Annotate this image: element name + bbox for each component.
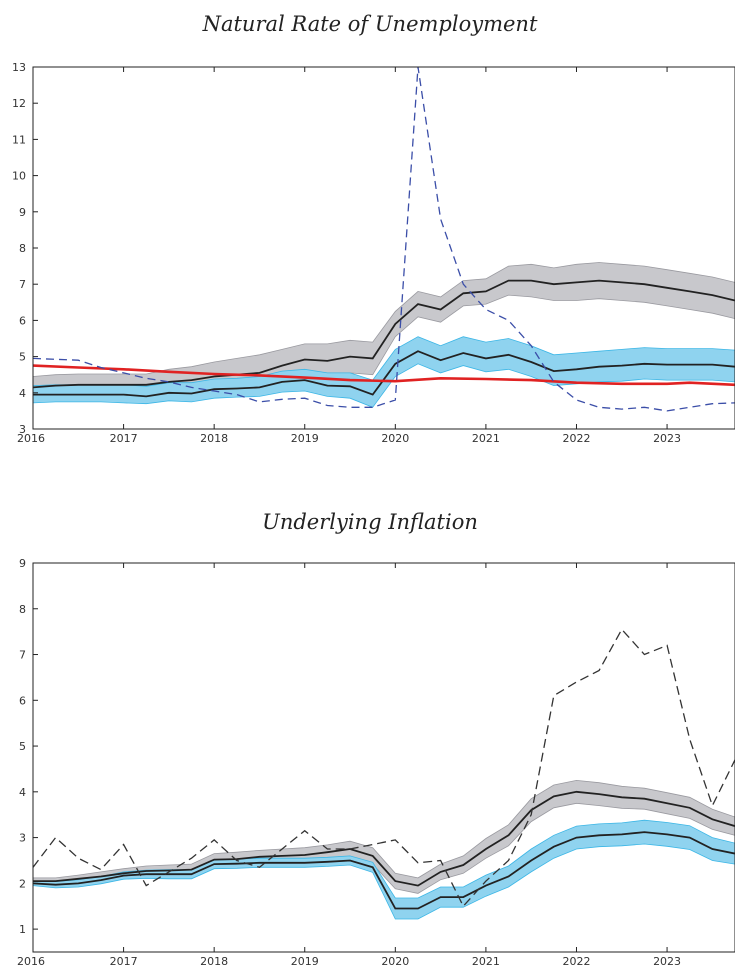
y-tick-label: 5 — [19, 740, 26, 753]
unemployment-plot: 3 4 5 6 7 8 9 10 11 12 13 2016 2017 2018 2019 2020 2021 2… — [12, 61, 735, 445]
x-tick-label: 2019 — [291, 955, 319, 968]
y-tick-label: 10 — [12, 170, 26, 183]
x-tick-label: 2023 — [653, 955, 681, 968]
y-tick-label: 13 — [12, 61, 26, 74]
x-tick-label: 2018 — [200, 432, 228, 445]
y-tick-label: 11 — [12, 133, 26, 146]
y-tick-label: 8 — [19, 603, 26, 616]
y-tick-label: 3 — [19, 832, 26, 845]
y-tick-label: 4 — [19, 786, 26, 799]
x-tick-label: 2016 — [17, 432, 45, 445]
y-tick-label: 5 — [19, 351, 26, 364]
y-tick-label: 12 — [12, 97, 26, 110]
black-median-line-gray-band — [33, 279, 735, 389]
y-tick-label: 2 — [19, 877, 26, 890]
red-series-line — [33, 364, 735, 387]
x-tick-label: 2021 — [472, 432, 500, 445]
x-tick-label: 2018 — [200, 955, 228, 968]
dashed-black-series-line — [33, 628, 735, 908]
x-tick-label: 2019 — [291, 432, 319, 445]
chart-title-inflation: Underlying Inflation — [262, 510, 478, 534]
y-tick-label: 7 — [19, 278, 26, 291]
plot-area — [33, 67, 735, 412]
x-tick-label: 2022 — [562, 432, 590, 445]
x-tick-label: 2021 — [472, 955, 500, 968]
inflation-plot: 1 2 3 4 5 6 7 8 9 2016 2017 2018 2019 2020 2021 2022 202… — [17, 557, 735, 968]
x-tick-label: 2022 — [562, 955, 590, 968]
black-median-line-gray-band — [33, 790, 735, 887]
y-tick-label: 1 — [19, 923, 26, 936]
y-tick-label: 7 — [19, 649, 26, 662]
y-tick-label: 8 — [19, 242, 26, 255]
x-tick-label: 2017 — [110, 955, 138, 968]
plot-frame — [32, 562, 735, 953]
y-tick-label: 3 — [19, 423, 26, 436]
x-tick-label: 2020 — [381, 432, 409, 445]
x-tick-label: 2016 — [17, 955, 45, 968]
y-tick-label: 6 — [19, 694, 26, 707]
y-tick-label: 4 — [19, 387, 26, 400]
y-tick-label: 9 — [19, 557, 26, 570]
dashed-blue-series-line — [33, 67, 735, 412]
y-tick-label: 6 — [19, 314, 26, 327]
x-tick-label: 2017 — [110, 432, 138, 445]
black-median-line-blue-band — [33, 831, 735, 910]
black-median-line-blue-band — [33, 350, 735, 398]
x-tick-label: 2023 — [653, 432, 681, 445]
y-tick-label: 9 — [19, 206, 26, 219]
chart-title-unemployment: Natural Rate of Unemployment — [202, 12, 538, 36]
x-tick-label: 2020 — [381, 955, 409, 968]
plot-area — [33, 628, 735, 920]
